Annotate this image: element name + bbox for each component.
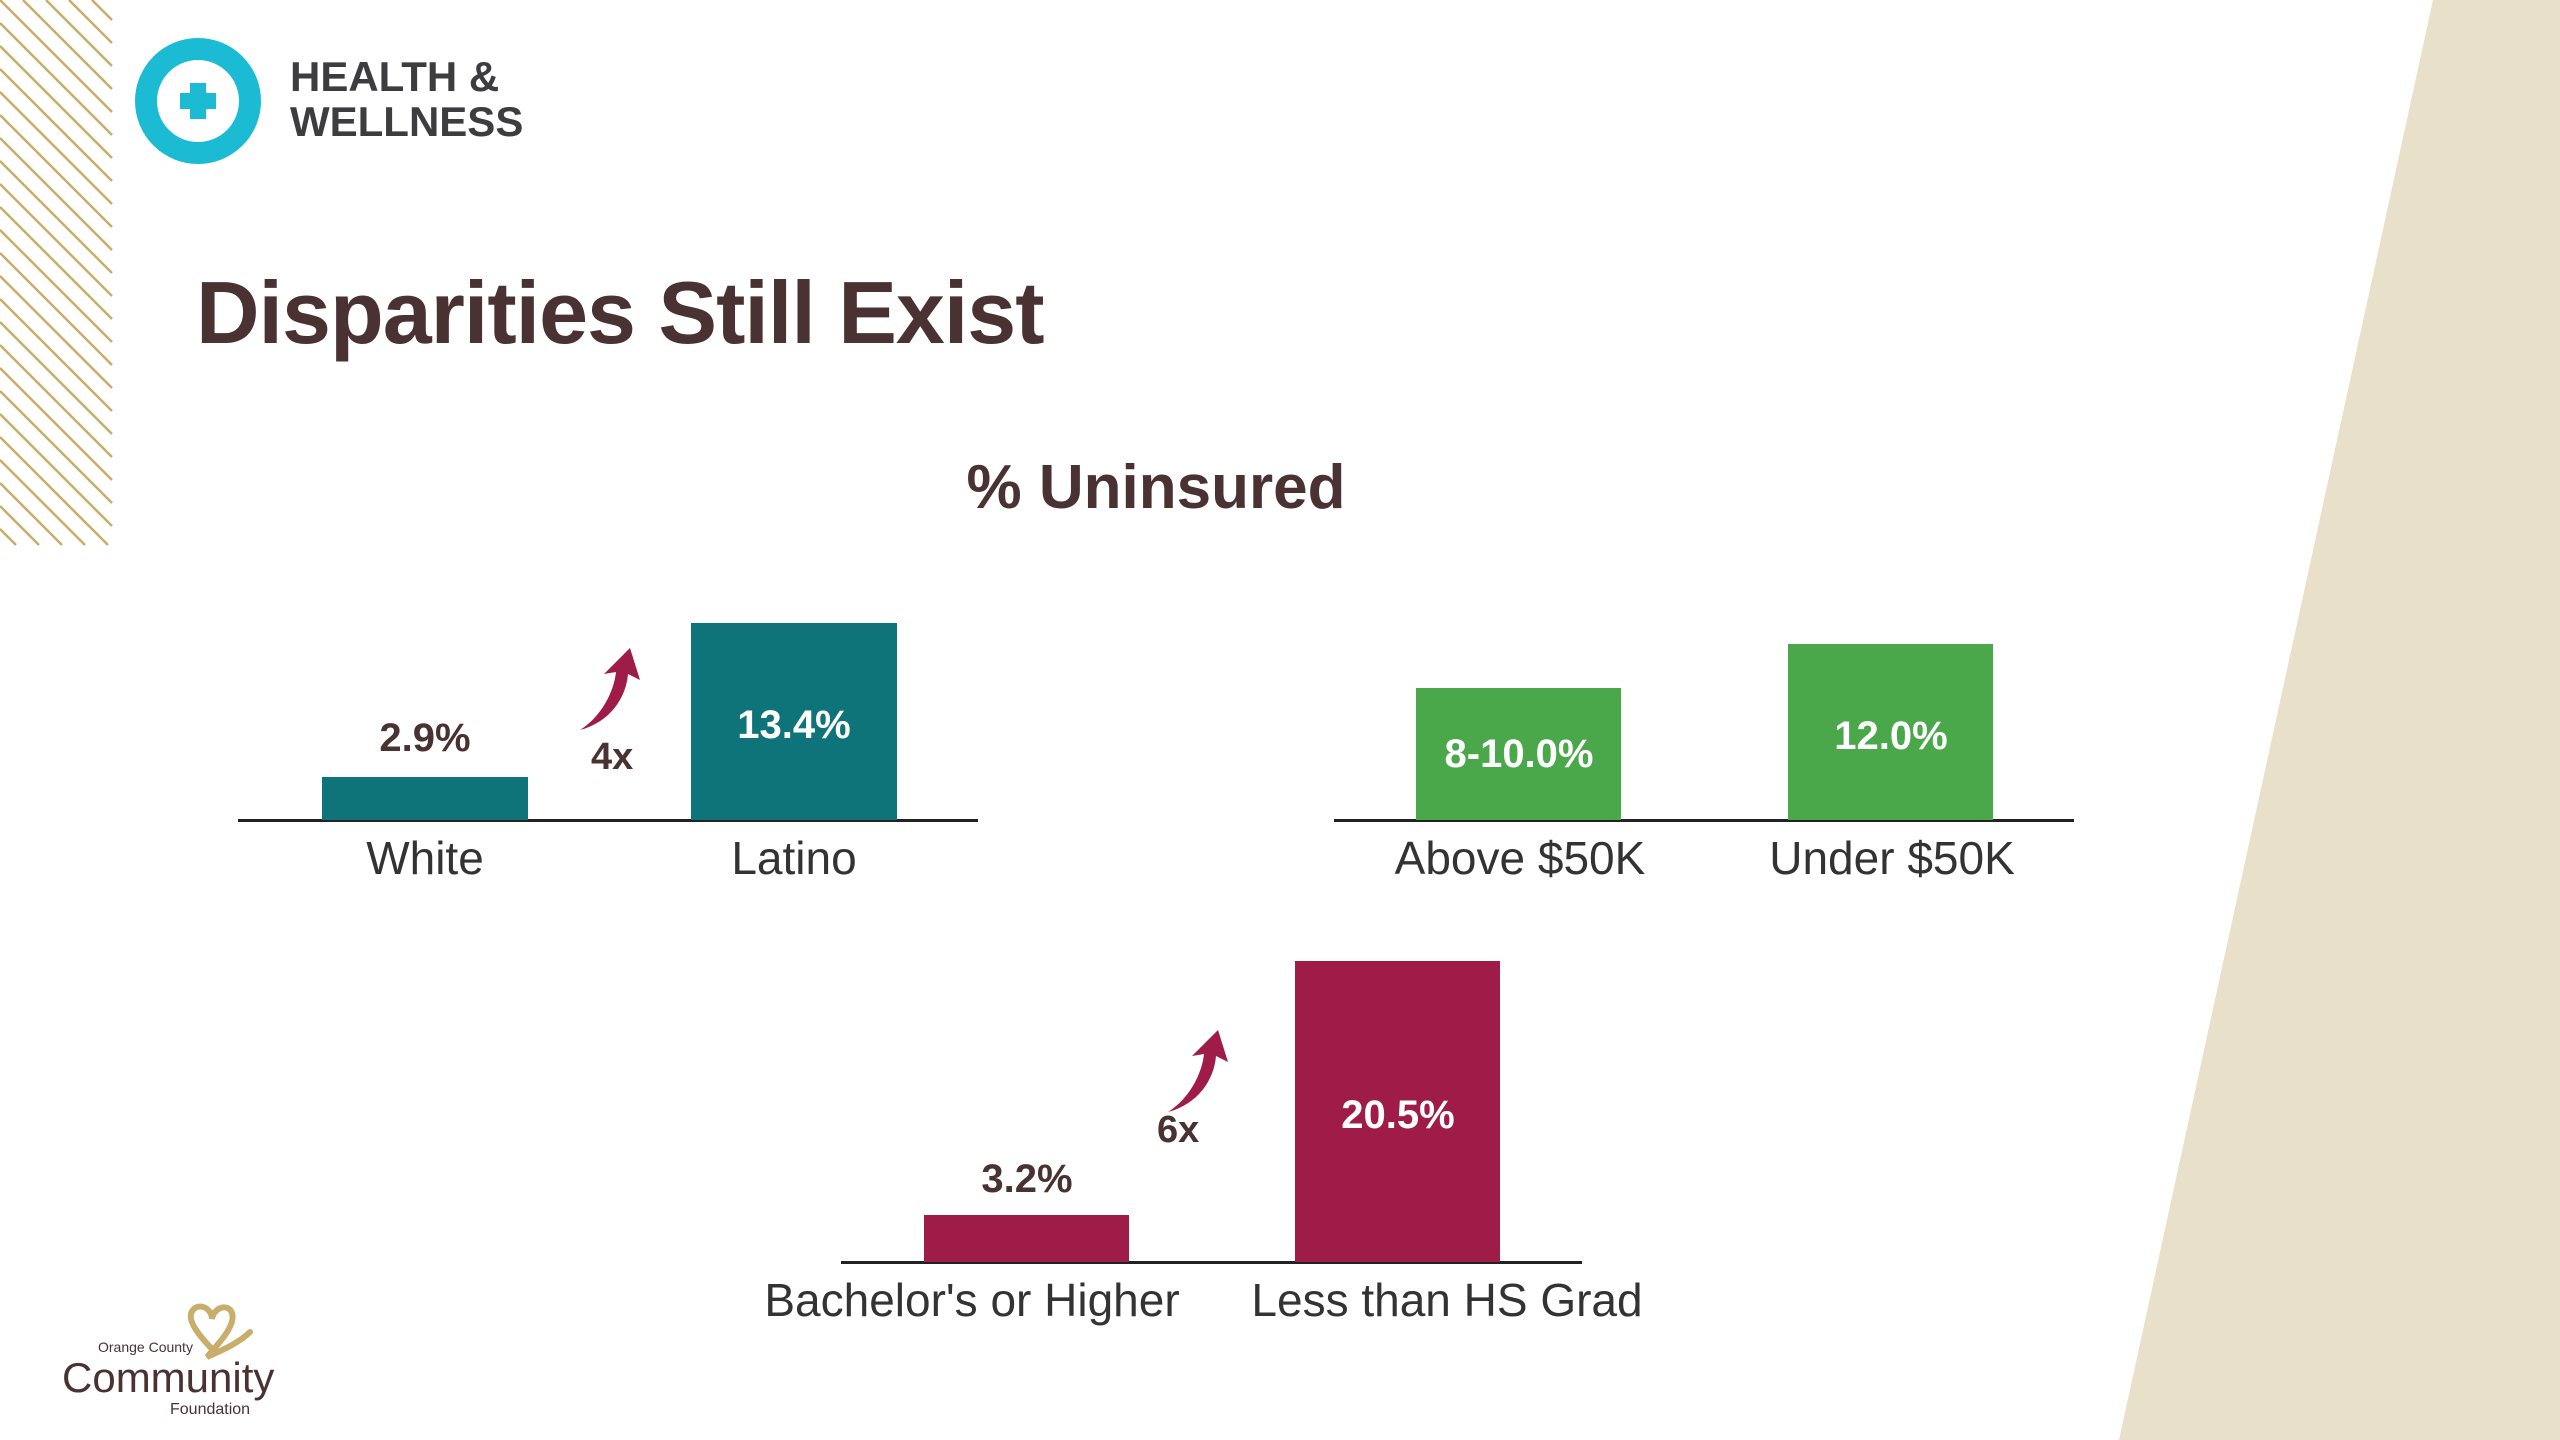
up-arrow-icon (1168, 1030, 1228, 1112)
stripe-line (0, 367, 113, 481)
stripe-line (0, 91, 113, 205)
multiplier-label: 6x (1157, 1109, 1200, 1151)
stripe-line (0, 459, 86, 546)
stripe-line (68, 0, 113, 44)
stripe-line (0, 321, 113, 435)
stripe-line (0, 482, 63, 546)
category-label: Above $50K (1394, 832, 1646, 884)
brand-title: HEALTH & WELLNESS (290, 54, 523, 144)
stripe-line (0, 183, 113, 297)
stripe-line (0, 45, 113, 159)
page-title: Disparities Still Exist (196, 263, 1045, 362)
brand-line-2: WELLNESS (290, 98, 524, 145)
up-arrow-icon (580, 648, 640, 730)
bar (1295, 960, 1500, 1262)
diagonal-stripes (0, 0, 113, 546)
stripe-line (45, 0, 113, 67)
stripe-line (0, 22, 113, 136)
stripe-line (0, 160, 113, 274)
bar (1788, 643, 1993, 820)
bar (322, 777, 528, 820)
brand-line-1: HEALTH & (290, 53, 500, 100)
x-axis-line (841, 1261, 1582, 1264)
stripe-line (0, 68, 113, 182)
data-label: 20.5% (1341, 1093, 1455, 1137)
category-label: Latino (731, 832, 857, 884)
category-label: Less than HS Grad (1251, 1274, 1643, 1326)
stripe-line (0, 413, 113, 527)
bar (1416, 687, 1621, 820)
stripe-line (0, 229, 113, 343)
x-axis-line (1334, 819, 2074, 822)
stripe-line (0, 252, 113, 366)
x-axis-line (238, 819, 978, 822)
community-foundation-heart-icon (187, 1303, 253, 1360)
logo-line-3: Foundation (170, 1401, 251, 1418)
bar (691, 623, 897, 820)
stripe-line (0, 206, 113, 320)
stripe-line (0, 390, 113, 504)
data-label: 12.0% (1834, 714, 1948, 758)
stripe-line (0, 436, 109, 546)
stripe-line (22, 0, 113, 90)
data-label: 13.4% (737, 703, 851, 747)
bar (924, 1214, 1129, 1262)
stripe-line (0, 298, 113, 412)
stripe-line (0, 505, 40, 546)
beige-panel (2119, 0, 2560, 1440)
stripe-line (0, 114, 113, 228)
category-label: White (366, 832, 484, 884)
stripe-line (0, 275, 113, 389)
data-label: 8-10.0% (1444, 732, 1594, 776)
category-label: Under $50K (1769, 832, 2015, 884)
data-label: 2.9% (379, 716, 471, 760)
data-label: 3.2% (981, 1157, 1073, 1201)
health-wellness-icon (135, 38, 261, 164)
stripe-line (0, 528, 17, 546)
multiplier-label: 4x (591, 736, 634, 778)
logo-line-1: Orange County (98, 1339, 193, 1355)
stripe-line (0, 344, 113, 458)
logo-line-2: Community (62, 1354, 275, 1401)
stripe-line (91, 0, 113, 21)
category-label: Bachelor's or Higher (764, 1274, 1180, 1326)
stripe-line (0, 137, 113, 251)
stripe-line (0, 0, 113, 113)
chart-title: % Uninsured (966, 453, 1346, 522)
